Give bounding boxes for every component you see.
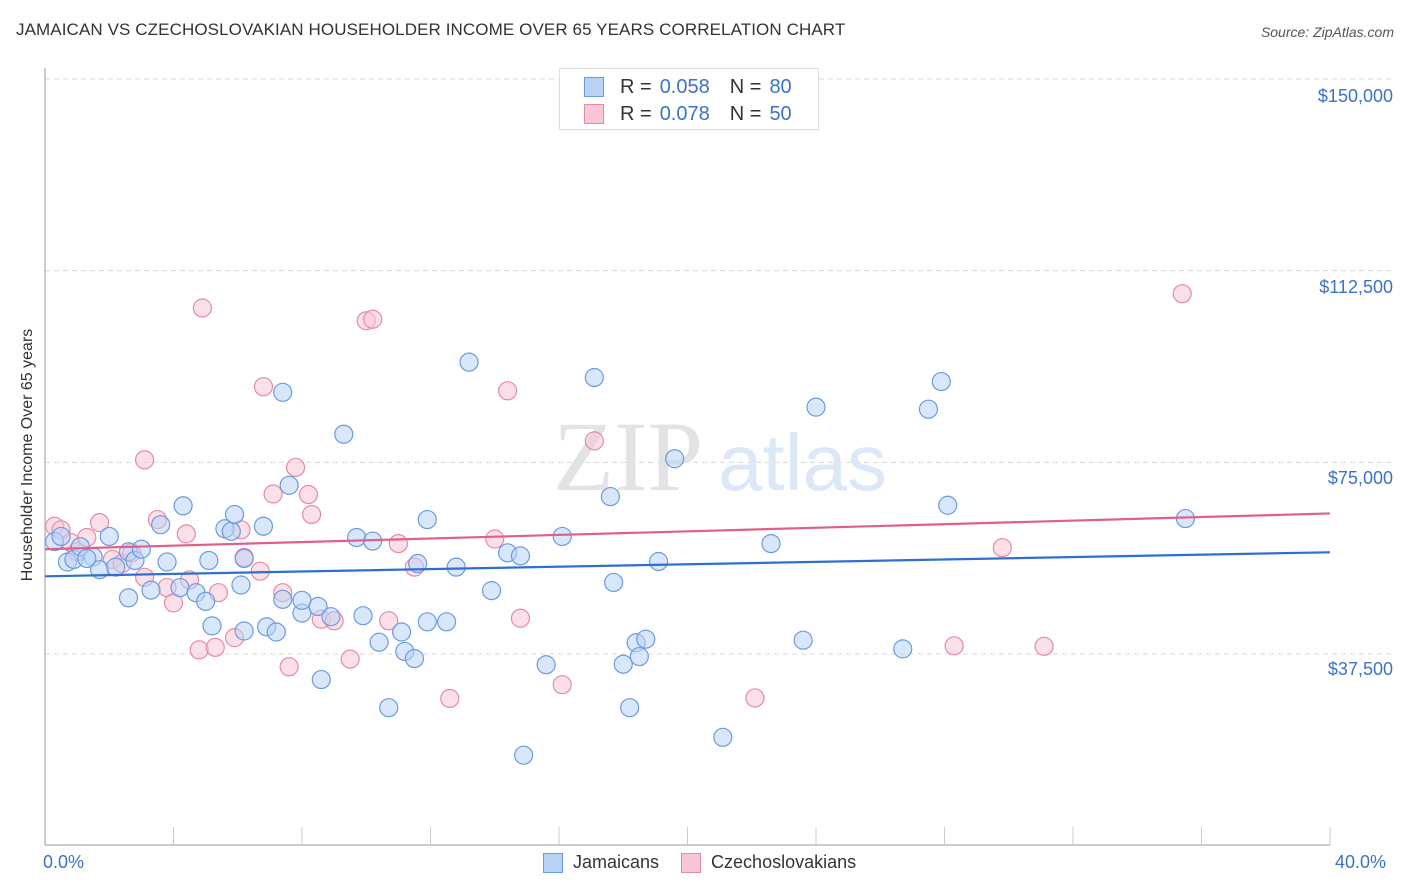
- n-label: N =: [729, 102, 762, 125]
- r-value: 0.058: [659, 75, 710, 98]
- r-label: R =: [620, 102, 652, 125]
- x-tick-max: 40.0%: [1335, 852, 1387, 872]
- legend-label: Jamaicans: [573, 852, 660, 872]
- y-tick-150000: $150,000: [1317, 86, 1393, 106]
- czechoslovakians-swatch: [584, 104, 604, 124]
- source-label: Source: ZipAtlas.com: [1260, 24, 1394, 40]
- n-value: 80: [769, 75, 792, 98]
- y-tick-75000: $75,000: [1327, 468, 1393, 488]
- n-label: N =: [729, 75, 762, 98]
- legend-item-jamaicans[interactable]: Jamaicans: [543, 852, 659, 873]
- series-legend: Jamaicans Czechoslovakians: [543, 852, 878, 873]
- r-label: R =: [620, 75, 652, 98]
- y-tick-37500: $37,500: [1327, 659, 1393, 679]
- legend-row-czechoslovakians: R = 0.078 N = 50: [584, 102, 792, 126]
- axes: [44, 68, 1331, 846]
- watermark: ZIP atlas: [553, 401, 887, 512]
- legend-row-jamaicans: R = 0.058 N = 80: [584, 75, 792, 99]
- y-axis-label: Householder Income Over 65 years: [19, 328, 36, 582]
- gridlines: [45, 78, 1392, 655]
- n-value: 50: [769, 102, 792, 125]
- jamaicans-swatch: [584, 77, 604, 97]
- svg-text:atlas: atlas: [718, 418, 887, 507]
- x-tick-min: 0.0%: [43, 852, 85, 872]
- jamaicans-swatch: [543, 852, 563, 873]
- jamaicans-points: [45, 352, 1196, 765]
- correlation-legend: R = 0.058 N = 80 R = 0.078 N = 50: [559, 68, 819, 130]
- chart-title: JAMAICAN VS CZECHOSLOVAKIAN HOUSEHOLDER …: [16, 20, 846, 39]
- czechoslovakians-swatch: [681, 852, 702, 873]
- trend-lines: [44, 512, 1331, 578]
- legend-label: Czechoslovakians: [711, 852, 857, 872]
- y-tick-112500: $112,500: [1319, 277, 1393, 297]
- legend-item-czechoslovakians[interactable]: Czechoslovakians: [681, 852, 856, 873]
- r-value: 0.078: [659, 102, 710, 125]
